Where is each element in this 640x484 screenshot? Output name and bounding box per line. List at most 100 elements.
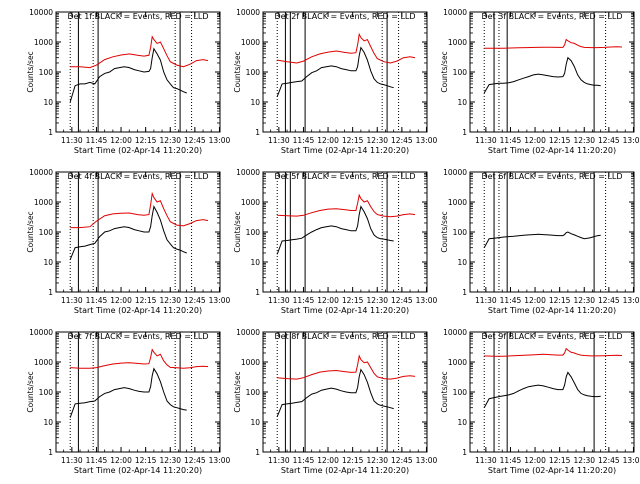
x-tick-label: 12:45 [184, 296, 206, 305]
x-tick-label: 11:30 [268, 296, 290, 305]
x-tick-label: 12:30 [366, 296, 388, 305]
x-tick-label: 11:45 [86, 296, 108, 305]
x-tick-label: 13:00 [623, 456, 640, 465]
y-tick-label: 1 [255, 128, 260, 137]
x-tick-label: 12:15 [135, 296, 157, 305]
y-tick-label: 100 [453, 68, 468, 77]
x-axis-label: Start Time (02-Apr-14 11:20:20) [74, 466, 202, 475]
y-tick-label: 10000 [443, 328, 467, 337]
x-tick-label: 11:30 [475, 456, 497, 465]
y-axis-label: Counts/sec [233, 51, 242, 92]
events-series-line [483, 231, 601, 248]
y-axis-label: Counts/sec [440, 371, 449, 412]
y-tick-label: 1000 [241, 198, 260, 207]
x-tick-label: 12:15 [342, 136, 364, 145]
x-axis-label: Start Time (02-Apr-14 11:20:20) [74, 306, 202, 315]
events-series-line [69, 205, 187, 260]
x-tick-label: 13:00 [623, 296, 640, 305]
lld-series-line [484, 38, 623, 49]
y-tick-label: 1000 [448, 38, 467, 47]
y-axis-label: Counts/sec [233, 371, 242, 412]
events-series-line [276, 205, 394, 255]
panel-title: Det 9f BLACK = Events, RED = LLD [481, 332, 622, 341]
lld-series-line [70, 348, 209, 369]
plot-frame [469, 11, 635, 133]
x-tick-label: 12:30 [159, 136, 181, 145]
y-tick-label: 1 [48, 288, 53, 297]
panel-title: Det 3f BLACK = Events, RED = LLD [481, 12, 622, 21]
x-tick-label: 11:45 [500, 456, 522, 465]
x-tick-label: 12:00 [110, 456, 132, 465]
y-tick-label: 1 [462, 288, 467, 297]
y-tick-label: 1000 [448, 198, 467, 207]
x-tick-label: 12:15 [135, 456, 157, 465]
y-tick-label: 1000 [241, 38, 260, 47]
y-tick-label: 10 [250, 98, 260, 107]
panel-title: Det 2f BLACK = Events, RED = LLD [274, 12, 415, 21]
y-axis-label: Counts/sec [26, 211, 35, 252]
y-tick-label: 1 [462, 128, 467, 137]
x-tick-label: 11:45 [500, 296, 522, 305]
x-tick-label: 12:30 [366, 136, 388, 145]
y-tick-label: 100 [39, 388, 54, 397]
x-tick-label: 13:00 [416, 456, 438, 465]
x-axis-label: Start Time (02-Apr-14 11:20:20) [281, 306, 409, 315]
x-tick-label: 11:30 [61, 456, 83, 465]
x-tick-label: 12:45 [598, 136, 620, 145]
y-axis-label: Counts/sec [440, 51, 449, 92]
panel-title: Det 7f BLACK = Events, RED = LLD [67, 332, 208, 341]
panel-title: Det 4f BLACK = Events, RED = LLD [67, 172, 208, 181]
x-tick-label: 13:00 [416, 296, 438, 305]
y-tick-label: 1000 [34, 198, 53, 207]
x-tick-label: 12:45 [184, 136, 206, 145]
y-tick-label: 10000 [443, 8, 467, 17]
y-tick-label: 1 [48, 128, 53, 137]
y-axis-label: Counts/sec [440, 211, 449, 252]
lld-series-line [70, 35, 209, 69]
y-tick-label: 10000 [29, 328, 53, 337]
x-tick-label: 12:45 [184, 456, 206, 465]
x-tick-label: 13:00 [416, 136, 438, 145]
y-tick-label: 10 [250, 258, 260, 267]
x-tick-label: 11:45 [86, 136, 108, 145]
panel-title: Det 6f BLACK = Events, RED = LLD [481, 172, 622, 181]
x-tick-label: 13:00 [209, 296, 231, 305]
x-tick-label: 12:15 [135, 136, 157, 145]
detector-panel: Det 5f BLACK = Events, RED = LLD 1 10 100 10… [233, 168, 437, 315]
x-axis-label: Start Time (02-Apr-14 11:20:20) [74, 146, 202, 155]
y-tick-label: 10 [43, 98, 53, 107]
x-tick-label: 12:30 [573, 456, 595, 465]
y-tick-label: 10 [43, 258, 53, 267]
y-tick-label: 1 [255, 288, 260, 297]
y-tick-label: 10000 [236, 8, 260, 17]
x-tick-label: 12:00 [524, 296, 546, 305]
plot-frame [469, 171, 635, 293]
x-tick-label: 11:30 [475, 136, 497, 145]
x-tick-label: 11:45 [293, 456, 315, 465]
y-tick-label: 10 [43, 418, 53, 427]
y-tick-label: 100 [453, 388, 468, 397]
x-tick-label: 12:30 [159, 456, 181, 465]
x-tick-label: 11:30 [475, 296, 497, 305]
x-tick-label: 12:15 [342, 456, 364, 465]
y-tick-label: 1000 [241, 358, 260, 367]
x-tick-label: 12:30 [573, 136, 595, 145]
x-tick-label: 12:00 [317, 296, 339, 305]
plot-frame [469, 331, 635, 453]
x-axis-label: Start Time (02-Apr-14 11:20:20) [488, 306, 616, 315]
y-tick-label: 1 [48, 448, 53, 457]
events-series-line [483, 371, 601, 408]
y-tick-label: 10 [457, 258, 467, 267]
events-series-line [483, 56, 601, 94]
y-axis-label: Counts/sec [26, 371, 35, 412]
y-tick-label: 10000 [29, 168, 53, 177]
y-tick-label: 10 [250, 418, 260, 427]
x-tick-label: 12:00 [524, 136, 546, 145]
x-axis-label: Start Time (02-Apr-14 11:20:20) [281, 466, 409, 475]
x-tick-label: 12:00 [524, 456, 546, 465]
x-tick-label: 12:00 [317, 456, 339, 465]
y-tick-label: 100 [39, 228, 54, 237]
y-tick-label: 100 [39, 68, 54, 77]
